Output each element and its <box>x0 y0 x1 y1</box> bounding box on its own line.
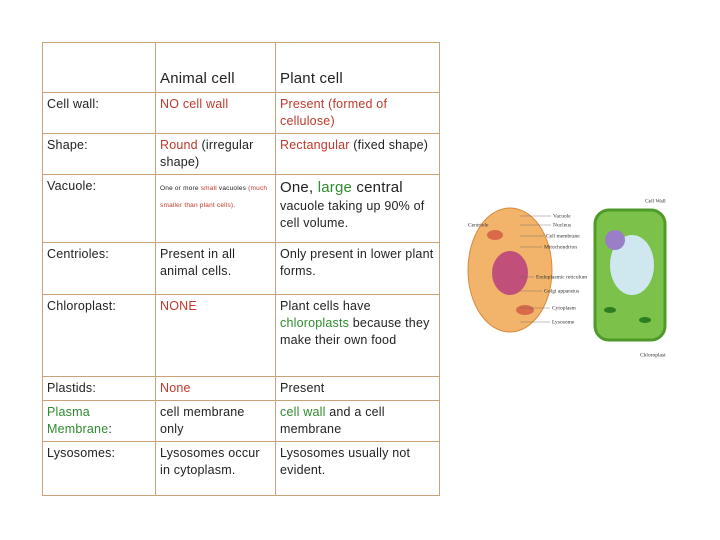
text-run: cell wall <box>280 405 326 419</box>
plant-nucleus <box>605 230 625 250</box>
text-run: NO cell wall <box>160 97 229 111</box>
text-run: One, <box>280 179 318 196</box>
diagram-label: Endoplasmic reticulum <box>536 274 588 280</box>
text-run: large <box>317 179 353 196</box>
header-row: Animal cell Plant cell <box>42 42 440 93</box>
text-run: central <box>352 179 403 196</box>
plant-cell: Present <box>275 376 440 401</box>
label-cell: Cell wall: <box>42 92 156 134</box>
diagram-label: Cell Wall <box>645 198 666 204</box>
organelle <box>487 230 503 240</box>
text-run: One or more <box>160 185 201 192</box>
text-run: Present (formed of cellulose) <box>280 97 388 128</box>
text-run: and a cell membrane <box>280 405 385 436</box>
text-run: Plastids: <box>47 381 97 395</box>
chloroplast <box>639 317 651 323</box>
label-cell: Lysosomes: <box>42 441 156 496</box>
table-row: Shape: Round (irregular shape) Rectangular… <box>42 133 440 175</box>
text-run: vacuole taking up 90% of cell volume. <box>280 199 425 230</box>
label-cell: Plasma Membrane: <box>42 400 156 442</box>
table-row: Plasma Membrane: cell membrane only cell w… <box>42 400 440 442</box>
plant-cell: Lysosomes usually not evident. <box>275 441 440 496</box>
table-row: Plastids: None Present <box>42 376 440 401</box>
header-cell <box>42 42 156 93</box>
cell-diagram: Centriole Vacuole Nucleus Cell membrane Mito… <box>467 198 667 358</box>
text-run: NONE <box>160 299 197 313</box>
plant-cell: One, large central vacuole taking up 90%… <box>275 174 440 243</box>
plant-cell: cell wall and a cell membrane <box>275 400 440 442</box>
animal-cell: Round (irregular shape) <box>155 133 276 175</box>
chloroplast <box>604 307 616 313</box>
table-row: Lysosomes: Lysosomes occur in cytoplasm. L… <box>42 441 440 496</box>
comparison-table: Animal cell Plant cell Cell wall: NO cell w… <box>42 42 440 496</box>
table-row: Centrioles: Present in all animal cells. O… <box>42 242 440 295</box>
table-row: Vacuole: One or more small vacuoles (much… <box>42 174 440 243</box>
header-cell: Plant cell <box>275 42 440 93</box>
text-run: (irregular shape) <box>160 138 254 169</box>
plant-cell: Only present in lower plant forms. <box>275 242 440 295</box>
label-cell: Vacuole: <box>42 174 156 243</box>
label-cell: Plastids: <box>42 376 156 401</box>
animal-cell: cell membrane only <box>155 400 276 442</box>
text-run: Shape: <box>47 138 88 152</box>
diagram-label: Chloroplast <box>640 352 666 358</box>
diagram-label: Cytoplasm <box>552 305 577 311</box>
organelle <box>516 305 534 315</box>
text-run: Round <box>160 138 198 152</box>
text-run: Lysosomes: <box>47 446 116 460</box>
text-run: cell membrane only <box>160 405 245 436</box>
diagram-label: Centriole <box>468 222 489 228</box>
text-run: Only present in lower plant forms. <box>280 247 434 278</box>
text-run: vacuoles <box>216 185 249 192</box>
text-run: Present in all animal cells. <box>160 247 236 278</box>
text-run: Lysosomes occur in cytoplasm. <box>160 446 260 477</box>
animal-cell: Lysosomes occur in cytoplasm. <box>155 441 276 496</box>
text-run: Present <box>280 381 325 395</box>
text-run: Cell wall: <box>47 97 100 111</box>
label-cell: Chloroplast: <box>42 294 156 377</box>
diagram-label: Nucleus <box>553 222 571 228</box>
text-run: Lysosomes usually not evident. <box>280 446 411 477</box>
text-run: Rectangular <box>280 138 350 152</box>
animal-cell: One or more small vacuoles (much smaller… <box>155 174 276 243</box>
text-run: (much smaller than plant cells). <box>160 185 268 209</box>
label-cell: Centrioles: <box>42 242 156 295</box>
text-run: chloroplasts <box>280 316 350 330</box>
animal-cell: NONE <box>155 294 276 377</box>
diagram-label: Vacuole <box>553 213 571 219</box>
text-run: small <box>200 185 217 192</box>
plant-cell: Rectangular (fixed shape) <box>275 133 440 175</box>
text-run: (fixed shape) <box>349 138 429 152</box>
text-run: Plant cells have <box>280 299 371 313</box>
animal-cell: NO cell wall <box>155 92 276 134</box>
header-cell: Animal cell <box>155 42 276 93</box>
diagram-label: Lysosome <box>552 319 575 325</box>
animal-cell: None <box>155 376 276 401</box>
text-run: Centrioles: <box>47 247 109 261</box>
text-run: Vacuole: <box>47 179 97 193</box>
table-row: Cell wall: NO cell wall Present (formed of… <box>42 92 440 134</box>
animal-cell: Present in all animal cells. <box>155 242 276 295</box>
text-run: None <box>160 381 191 395</box>
diagram-label: Mitochondrion <box>544 244 577 250</box>
plant-vacuole <box>610 235 654 295</box>
text-run: Plasma Membrane <box>47 405 109 436</box>
table-row: Chloroplast: NONE Plant cells have chlorop… <box>42 294 440 377</box>
diagram-label: Cell membrane <box>546 233 580 239</box>
text-run: because they make their own food <box>280 316 430 347</box>
diagram-label: Golgi apparatus <box>544 288 579 294</box>
animal-nucleus <box>492 251 528 295</box>
label-cell: Shape: <box>42 133 156 175</box>
plant-cell: Plant cells have chloroplasts because th… <box>275 294 440 377</box>
plant-cell: Present (formed of cellulose) <box>275 92 440 134</box>
text-run: : <box>108 422 113 436</box>
text-run: Chloroplast: <box>47 299 117 313</box>
